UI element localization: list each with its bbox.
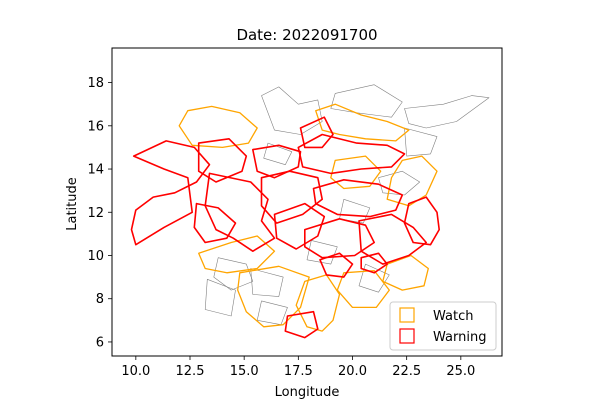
chart-title: Date: 2022091700 [236,26,377,44]
warning-region [260,170,324,224]
legend-watch-swatch [399,307,415,323]
legend-warning-label: Warning [433,330,486,345]
watch-region [295,274,341,332]
x-tick-label: 17.5 [284,364,313,379]
y-tick-label: 14 [87,163,104,178]
y-tick-label: 6 [96,335,104,350]
y-axis: 6 8 10 12 14 16 18 [87,76,112,350]
basin-region [339,199,371,224]
basin-region [358,263,390,293]
legend: Watch Warning [389,301,497,351]
warning-region [197,138,248,183]
x-tick-label: 20.0 [338,364,367,379]
y-tick-label: 10 [87,249,104,264]
watch-region [315,103,410,142]
legend-watch-label: Watch [433,309,473,324]
y-axis-label: Latitude [65,177,80,231]
legend-warning-swatch [399,328,415,344]
basin-region [378,170,421,196]
basin-region [330,84,403,118]
warning-region [284,310,319,339]
watch-region [237,265,310,328]
basin-region [404,127,438,157]
x-axis-label: Longitude [275,385,340,400]
warning-region [252,144,302,179]
watch-region [178,105,258,149]
x-tick-label: 12.5 [176,364,205,379]
x-tick-label: 25.0 [446,364,475,379]
basin-region [204,278,236,317]
legend-box [389,301,497,351]
warning-region [319,252,354,278]
y-tick-label: 16 [87,119,104,134]
warning-region [312,179,404,218]
warning-region [358,213,428,265]
warning-region [204,172,276,252]
watch-region [198,235,276,274]
x-tick-label: 22.5 [392,364,421,379]
warning-region [403,196,441,246]
watch-region [382,254,429,291]
warning-region [297,133,406,175]
region-layer [130,84,490,339]
plot-frame [111,47,503,357]
y-tick-label: 8 [96,292,104,307]
y-tick-label: 12 [87,206,104,221]
basin-region [306,240,338,265]
basin-region [213,257,254,291]
x-tick-label: 15.0 [230,364,259,379]
warning-region [273,202,326,250]
watch-region [330,155,382,190]
basin-region [263,142,293,165]
warning-region [193,202,237,244]
basin-region [261,86,323,135]
x-axis: 10.0 12.5 15.0 17.5 20.0 22.5 25.0 [121,356,475,379]
x-tick-label: 10.0 [121,364,150,379]
warning-region [360,252,389,274]
y-tick-label: 18 [87,76,104,91]
warning-region [303,218,376,259]
basin-region [250,268,284,297]
basin-region [404,95,490,129]
watch-region [336,269,390,309]
